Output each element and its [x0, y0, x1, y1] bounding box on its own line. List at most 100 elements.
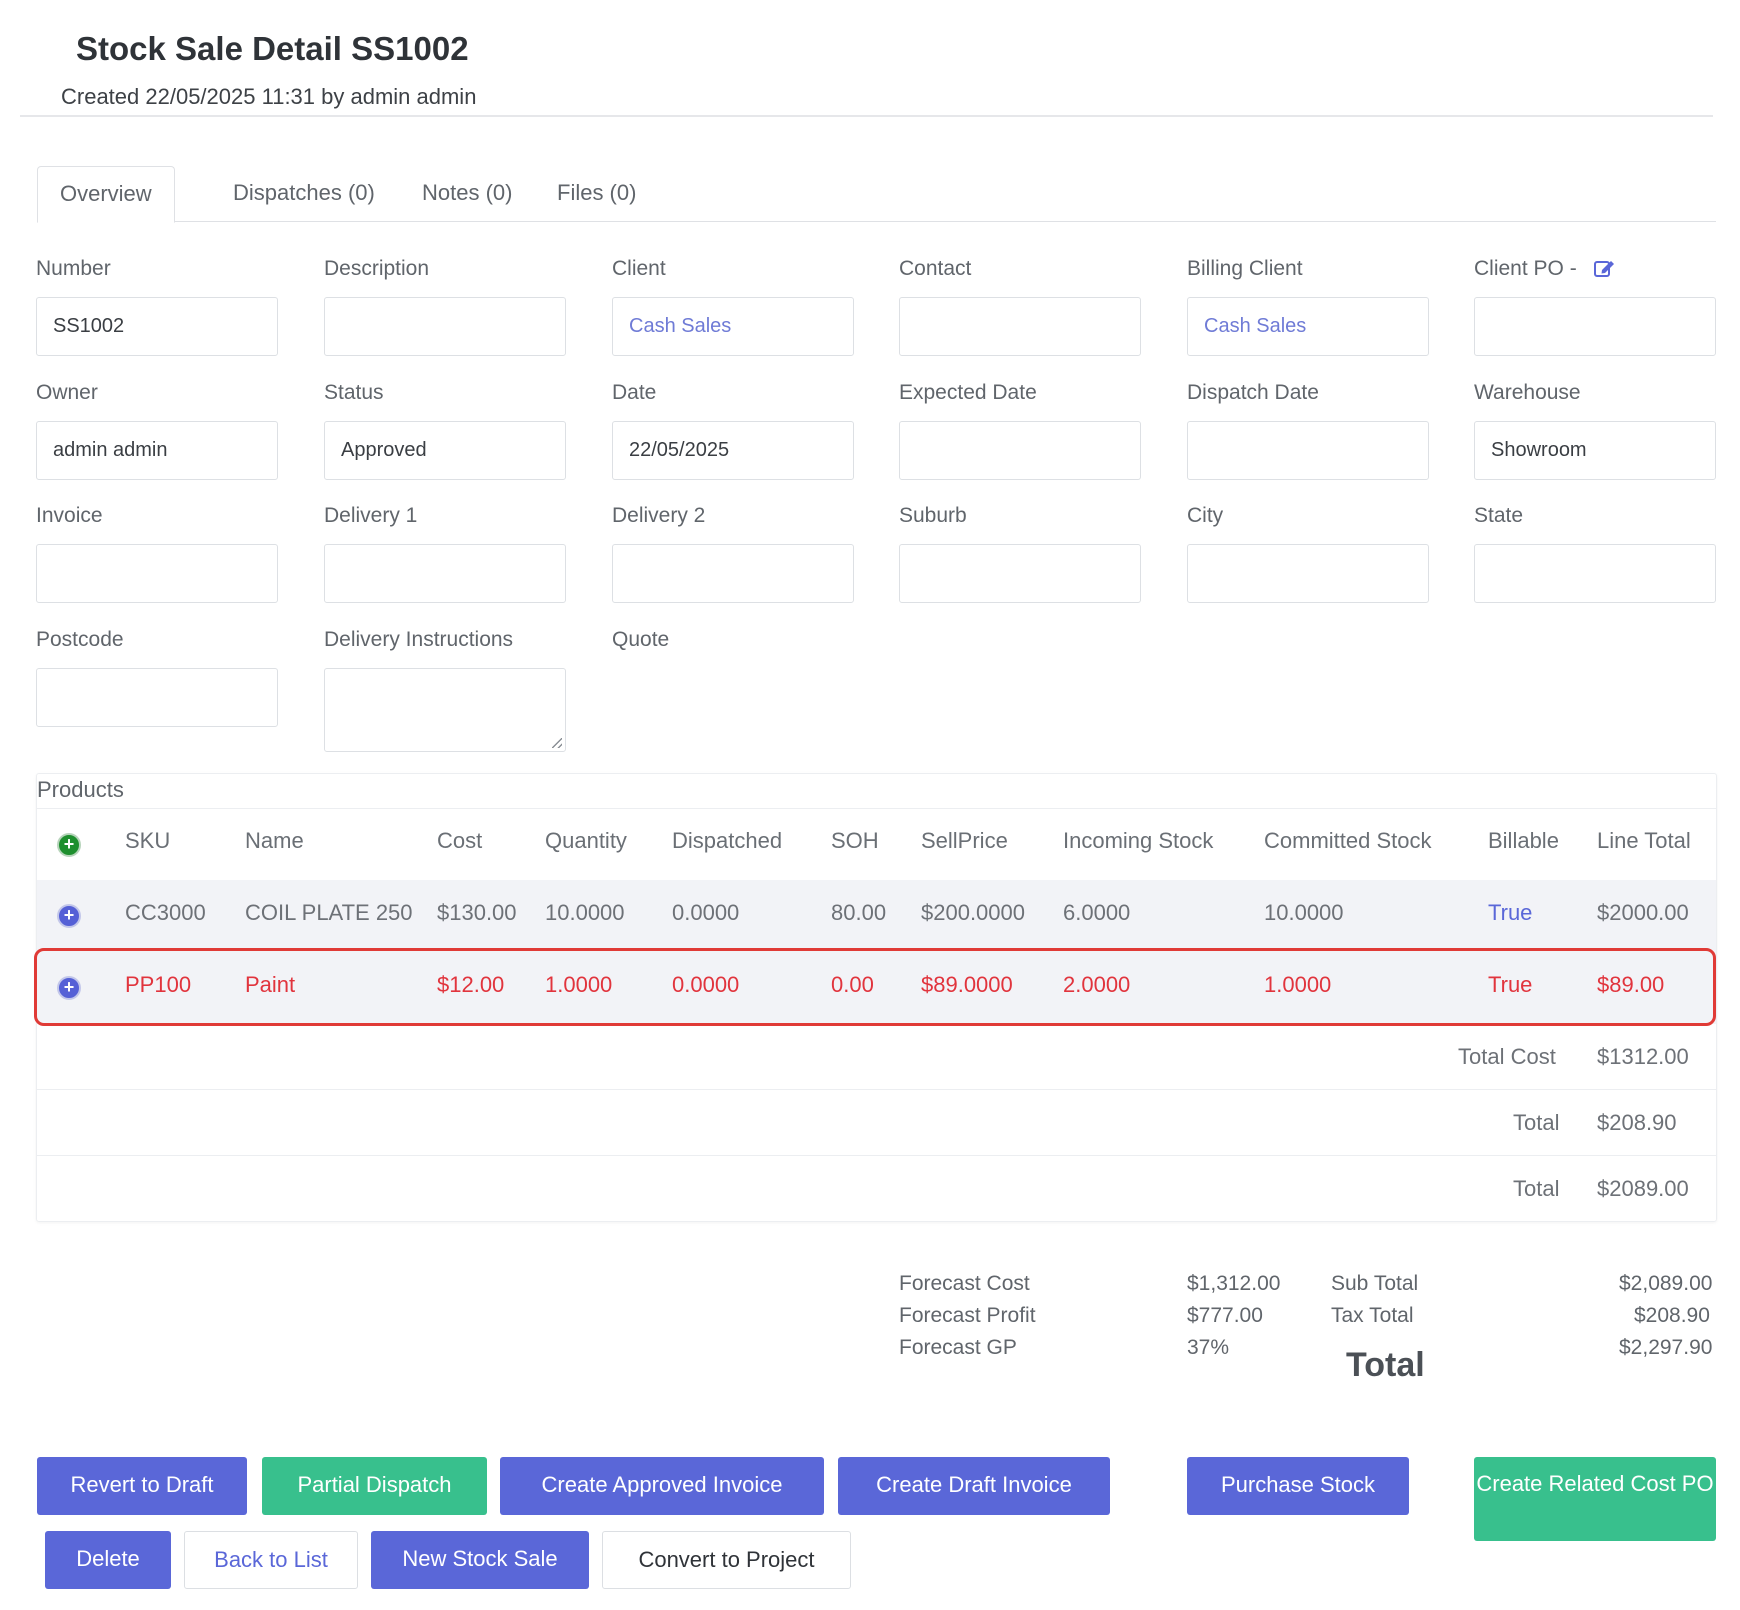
created-info: Created 22/05/2025 11:31 by admin admin [61, 84, 477, 109]
invoice-field[interactable] [36, 544, 278, 603]
status-label: Status [324, 381, 384, 404]
col-committed-stock[interactable]: Committed Stock [1264, 828, 1432, 853]
forecast-gp-label: Forecast GP [899, 1336, 1017, 1359]
client-po-field[interactable] [1474, 297, 1716, 356]
col-name[interactable]: Name [245, 828, 304, 853]
col-soh[interactable]: SOH [831, 828, 879, 853]
client-po-label: Client PO - [1474, 257, 1577, 280]
owner-field[interactable]: admin admin [36, 421, 278, 480]
row-incoming: 2.0000 [1063, 972, 1131, 997]
number-label: Number [36, 257, 111, 280]
delivery-instructions-textarea[interactable] [324, 668, 566, 752]
create-related-cost-po-button[interactable]: Create Related Cost PO [1474, 1457, 1716, 1541]
table-row[interactable]: + CC3000 COIL PLATE 250 $130.00 10.0000 … [37, 880, 1716, 952]
description-field[interactable] [324, 297, 566, 356]
tax-total-label: Total [1513, 1110, 1560, 1135]
row-sku: CC3000 [125, 900, 206, 925]
row-cost: $12.00 [437, 972, 505, 997]
invoice-label: Invoice [36, 504, 103, 527]
purchase-stock-button[interactable]: Purchase Stock [1187, 1457, 1409, 1515]
tab-files[interactable]: Files (0) [557, 180, 637, 205]
sub-total-label: Sub Total [1331, 1272, 1419, 1295]
tab-overview[interactable]: Overview [37, 166, 175, 223]
delivery2-label: Delivery 2 [612, 504, 706, 527]
add-product-icon[interactable]: + [57, 833, 81, 857]
row-name: Paint [245, 972, 296, 997]
expand-row-icon[interactable]: + [57, 976, 81, 1000]
client-field[interactable]: Cash Sales [612, 297, 854, 356]
expand-row-icon[interactable]: + [57, 904, 81, 928]
state-field[interactable] [1474, 544, 1716, 603]
suburb-field[interactable] [899, 544, 1141, 603]
state-label: State [1474, 504, 1524, 527]
postcode-field[interactable] [36, 668, 278, 727]
row-sellprice: $89.0000 [921, 972, 1013, 997]
total-value: $2,297.90 [1619, 1336, 1713, 1359]
table-row[interactable]: + PP100 Paint $12.00 1.0000 0.0000 0.00 … [37, 952, 1716, 1024]
dispatch-date-label: Dispatch Date [1187, 381, 1319, 404]
row-name: COIL PLATE 250 [245, 900, 413, 925]
row-cost: $130.00 [437, 900, 517, 925]
row-line-total: $2000.00 [1597, 900, 1689, 925]
tab-notes[interactable]: Notes (0) [422, 180, 513, 205]
grand-total-label: Total [1513, 1176, 1560, 1201]
billing-client-label: Billing Client [1187, 257, 1303, 280]
date-field[interactable]: 22/05/2025 [612, 421, 854, 480]
city-field[interactable] [1187, 544, 1429, 603]
new-stock-sale-button[interactable]: New Stock Sale [371, 1531, 589, 1589]
col-dispatched[interactable]: Dispatched [672, 828, 783, 853]
delete-button[interactable]: Delete [45, 1531, 171, 1589]
back-to-list-button[interactable]: Back to List [184, 1531, 358, 1589]
tax-total-summary-value: $208.90 [1634, 1304, 1710, 1327]
col-line-total[interactable]: Line Total [1597, 828, 1691, 853]
quote-label: Quote [612, 628, 670, 651]
resize-grip-icon[interactable] [552, 738, 562, 748]
expected-date-field[interactable] [899, 421, 1141, 480]
delivery1-field[interactable] [324, 544, 566, 603]
status-field[interactable]: Approved [324, 421, 566, 480]
grand-total-value: $2089.00 [1597, 1176, 1689, 1201]
suburb-label: Suburb [899, 504, 967, 527]
col-incoming-stock[interactable]: Incoming Stock [1063, 828, 1214, 853]
delivery1-label: Delivery 1 [324, 504, 418, 527]
city-label: City [1187, 504, 1224, 527]
col-cost[interactable]: Cost [437, 828, 483, 853]
col-billable[interactable]: Billable [1488, 828, 1559, 853]
owner-label: Owner [36, 381, 98, 404]
tab-dispatches[interactable]: Dispatches (0) [233, 180, 375, 205]
row-sku: PP100 [125, 972, 192, 997]
date-label: Date [612, 381, 657, 404]
row-committed: 1.0000 [1264, 972, 1332, 997]
postcode-label: Postcode [36, 628, 124, 651]
warehouse-field[interactable]: Showroom [1474, 421, 1716, 480]
revert-to-draft-button[interactable]: Revert to Draft [37, 1457, 247, 1515]
edit-icon[interactable] [1594, 258, 1616, 278]
create-approved-invoice-button[interactable]: Create Approved Invoice [500, 1457, 824, 1515]
number-field[interactable]: SS1002 [36, 297, 278, 356]
client-label: Client [612, 257, 666, 280]
total-cost-row: Total Cost $1312.00 [37, 1024, 1716, 1090]
col-sellprice[interactable]: SellPrice [921, 828, 1008, 853]
row-billable-link[interactable]: True [1488, 972, 1533, 997]
total-cost-value: $1312.00 [1597, 1044, 1689, 1069]
dispatch-date-field[interactable] [1187, 421, 1429, 480]
row-line-total: $89.00 [1597, 972, 1665, 997]
description-label: Description [324, 257, 430, 280]
convert-to-project-button[interactable]: Convert to Project [602, 1531, 851, 1589]
col-sku[interactable]: SKU [125, 828, 171, 853]
row-soh: 0.00 [831, 972, 874, 997]
forecast-cost-label: Forecast Cost [899, 1272, 1030, 1295]
delivery2-field[interactable] [612, 544, 854, 603]
create-draft-invoice-button[interactable]: Create Draft Invoice [838, 1457, 1110, 1515]
row-billable-link[interactable]: True [1488, 900, 1533, 925]
total-label: Total [1346, 1346, 1425, 1384]
row-quantity: 1.0000 [545, 972, 613, 997]
billing-client-field[interactable]: Cash Sales [1187, 297, 1429, 356]
forecast-gp-value: 37% [1187, 1336, 1230, 1359]
partial-dispatch-button[interactable]: Partial Dispatch [262, 1457, 487, 1515]
tab-bar: Overview Dispatches (0) Notes (0) Files … [37, 166, 1716, 223]
forecast-cost-value: $1,312.00 [1187, 1272, 1281, 1295]
contact-field[interactable] [899, 297, 1141, 356]
expected-date-label: Expected Date [899, 381, 1037, 404]
col-quantity[interactable]: Quantity [545, 828, 627, 853]
